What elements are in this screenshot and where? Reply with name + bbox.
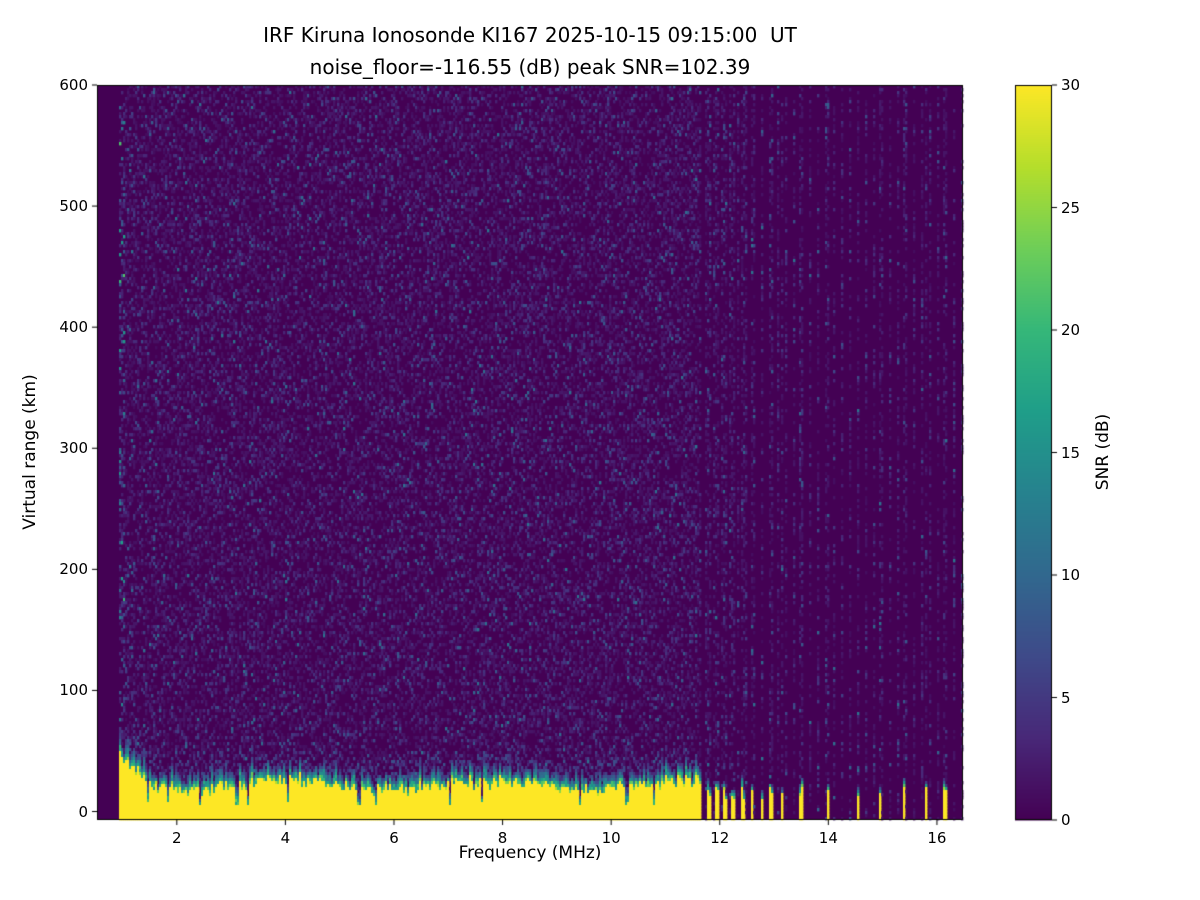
x-tick-label: 12	[710, 829, 730, 847]
x-axis-label: Frequency (MHz)	[458, 843, 602, 863]
colorbar-tick-label: 30	[1061, 76, 1081, 94]
x-tick-label: 4	[280, 829, 291, 847]
x-tick-label: 2	[172, 829, 182, 847]
y-tick-label: 200	[59, 560, 88, 579]
x-tick-label: 14	[818, 829, 838, 847]
x-tick-label: 8	[497, 829, 508, 847]
x-tick-label: 10	[601, 829, 621, 847]
y-tick-label: 600	[59, 76, 88, 94]
y-tick-label: 300	[59, 439, 88, 458]
colorbar-label: SNR (dB)	[1093, 413, 1113, 491]
y-tick-label: 0	[78, 802, 88, 821]
colorbar-tick-label: 10	[1061, 566, 1081, 584]
y-axis-label: Virtual range (km)	[20, 374, 40, 530]
colorbar-tick-label: 25	[1061, 198, 1081, 217]
colorbar-tick-label: 20	[1061, 321, 1081, 339]
y-tick-label: 500	[59, 197, 88, 216]
colorbar-tick-label: 0	[1061, 811, 1071, 829]
y-tick-label: 400	[59, 318, 88, 337]
x-tick-label: 16	[927, 829, 947, 847]
colorbar-tick-label: 5	[1061, 688, 1071, 707]
x-tick-label: 6	[389, 829, 399, 847]
y-tick-label: 100	[59, 681, 88, 700]
chart-title: IRF Kiruna Ionosonde KI167 2025-10-15 09…	[263, 23, 797, 47]
chart-subtitle: noise_floor=-116.55 (dB) peak SNR=102.39	[309, 55, 751, 79]
colorbar-tick-label: 15	[1061, 443, 1081, 462]
